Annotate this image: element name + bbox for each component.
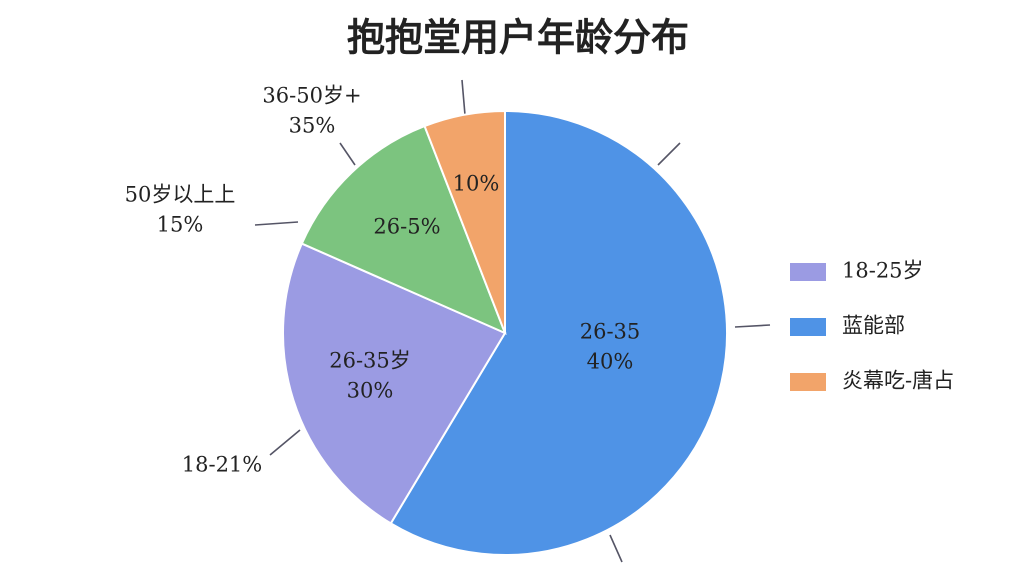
- pie-slice: [300, 124, 507, 335]
- slice-label: 15%: [157, 213, 204, 237]
- slice-label: 18-21%: [182, 453, 263, 477]
- leader-line: [461, 79, 466, 116]
- slice-label: 50岁以上上: [125, 183, 236, 207]
- slice-label: 35%: [289, 114, 336, 138]
- chart-title: 抱抱堂用户年龄分布: [347, 16, 689, 60]
- pie-slice: [423, 109, 506, 334]
- legend-swatch: [790, 263, 826, 281]
- slice-label: 40%: [587, 350, 634, 374]
- slice-label: 26-35: [580, 320, 641, 344]
- legend-label: 炎幕吃-唐占: [842, 369, 954, 393]
- slice-label: 26-35岁: [329, 349, 411, 373]
- legend-label: 18-25岁: [842, 259, 924, 283]
- legend-swatch: [790, 318, 826, 336]
- pie-slice: [282, 242, 507, 525]
- leader-line: [609, 534, 623, 563]
- leader-line: [734, 324, 771, 328]
- leader-line: [269, 429, 301, 456]
- leader-line: [254, 221, 299, 226]
- leader-line: [339, 142, 356, 166]
- slice-label: 26-5%: [373, 215, 440, 239]
- pie-slice: [389, 109, 728, 556]
- slice-label: 36-50岁+: [262, 84, 361, 108]
- leader-lines: [254, 79, 771, 563]
- leader-line: [657, 142, 681, 166]
- legend-label: 蓝能部: [842, 314, 905, 338]
- slice-label: 30%: [347, 379, 394, 403]
- legend-swatch: [790, 373, 826, 391]
- slice-label: 10%: [453, 172, 500, 196]
